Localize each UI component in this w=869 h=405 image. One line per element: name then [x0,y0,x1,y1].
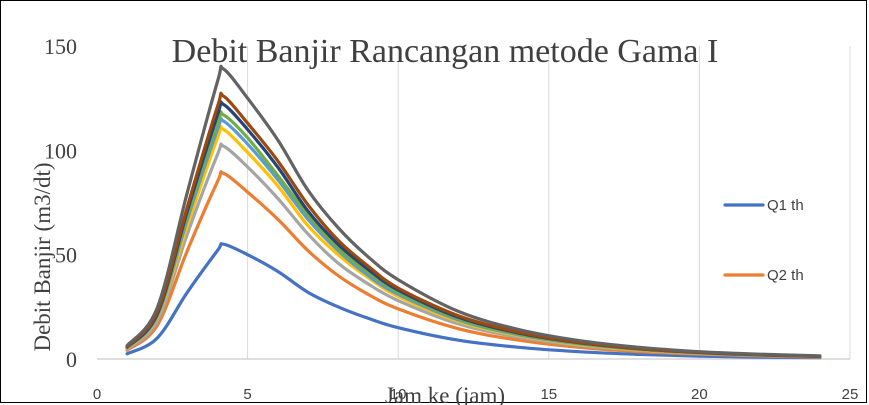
gridlines [247,46,851,359]
x-tick-labels: 0 5 10 15 20 25 [93,386,859,403]
x-tick-label: 0 [93,386,101,403]
y-tick-label: 100 [44,138,77,163]
x-tick-label: 5 [243,386,251,403]
series-lines [125,64,822,360]
x-axis-title: Jam ke (jam) [385,383,505,405]
legend-label: Q2 th [767,267,804,284]
x-tick-label: 25 [842,386,859,403]
y-tick-label: 150 [44,34,77,59]
x-tick-label: 20 [691,386,708,403]
x-tick-label: 10 [390,386,407,403]
series-line-9 [125,64,822,358]
y-tick-label: 50 [55,243,77,268]
series-line-1 [125,242,822,360]
y-tick-labels: 0 50 100 150 [44,34,77,372]
x-tick-label: 15 [540,386,557,403]
y-axis-title: Debit Banjir (m3/dt) [30,162,55,351]
legend: Q1 th Q2 th [723,197,804,284]
legend-label: Q1 th [767,197,804,214]
chart-title: Debit Banjir Rancangan metode Gama I [172,33,719,70]
y-tick-label: 0 [66,347,77,372]
